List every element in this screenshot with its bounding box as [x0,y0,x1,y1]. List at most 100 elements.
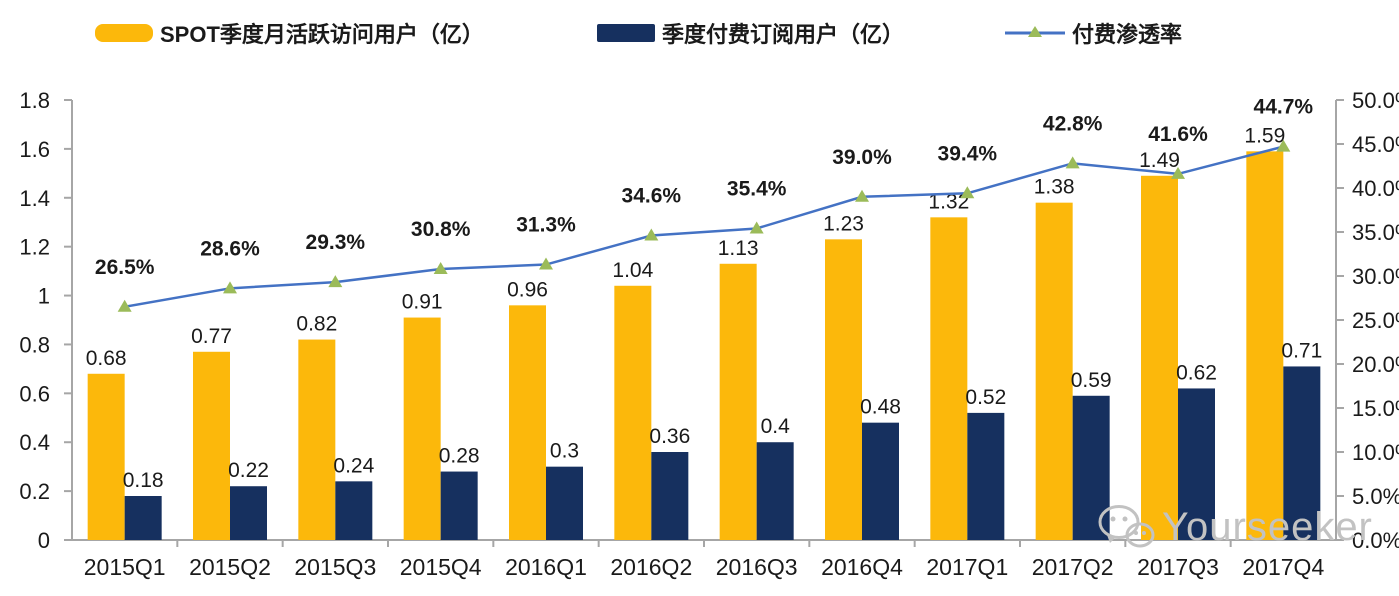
subs-bar-label: 0.22 [228,459,269,482]
subs-bar-label: 0.71 [1281,339,1322,362]
right-axis-tick-label: 20.0% [1352,352,1399,377]
mau-bar-label: 0.68 [86,347,127,370]
mau-legend-swatch [95,24,153,42]
penetration-point [539,257,553,270]
right-axis-tick-label: 35.0% [1352,220,1399,245]
line-marker-legend-icon [1005,26,1065,37]
watermark-text: Yourseeker [1162,504,1373,549]
right-axis-tick-label: 15.0% [1352,396,1399,421]
mau-bar-label: 1.49 [1139,149,1180,172]
penetration-point [433,261,448,274]
penetration-point [117,299,132,312]
x-axis-label: 2016Q4 [821,554,903,580]
legend-item-penetration: 付费渗透率 [1005,18,1182,48]
left-axis-tick-label: 0.6 [19,381,50,406]
subs-bar-label: 0.59 [1071,369,1112,392]
penetration-label: 42.8% [1043,112,1103,135]
right-axis-tick-label: 45.0% [1352,132,1399,157]
penetration-label: 41.6% [1148,123,1208,146]
penetration-legend-label: 付费渗透率 [1072,22,1183,47]
mau-bar [930,217,968,541]
penetration-label: 44.7% [1254,96,1314,119]
mau-bar [719,263,757,540]
right-axis-tick-label: 50.0% [1352,88,1399,113]
mau-bar-label: 0.96 [507,278,548,301]
x-axis-label: 2015Q3 [294,554,376,580]
mau-bar [614,285,652,540]
legend-item-mau: SPOT季度月活跃访问用户（亿） [95,18,484,48]
right-axis-tick-label: 0.0% [1352,528,1399,553]
mau-bar [87,373,125,540]
left-axis-tick-label: 1.2 [19,235,50,260]
mau-bar-label: 0.91 [402,291,443,314]
right-axis-tick-label: 5.0% [1352,484,1399,509]
left-axis-tick-label: 1 [38,284,50,309]
x-axis-label: 2017Q1 [926,554,1008,580]
penetration-label: 30.8% [411,218,471,241]
legend-item-subs: 季度付费订阅用户（亿） [597,18,904,48]
subs-bar-label: 0.62 [1176,361,1217,384]
x-axis-label: 2016Q1 [505,554,587,580]
penetration-label: 28.6% [200,237,260,260]
mau-bar-label: 0.82 [296,313,337,336]
mau-bar-label: 1.13 [718,237,759,260]
mau-bar [1035,202,1073,540]
subs-bar-label: 0.3 [550,440,579,463]
mau-bar [1246,151,1284,541]
subs-bar-label: 0.48 [860,396,901,419]
subs-bar [546,466,583,540]
mau-bar [298,339,336,540]
subs-bar-label: 0.36 [649,425,690,448]
subs-bar [440,471,478,540]
mau-legend-label: SPOT季度月活跃访问用户（亿） [160,22,484,47]
x-axis-label: 2015Q1 [84,554,166,580]
subs-legend-swatch [597,24,655,42]
penetration-label: 34.6% [622,185,682,208]
left-axis-tick-label: 0.8 [19,332,50,357]
mau-bar-label: 1.04 [612,259,653,282]
penetration-label: 39.0% [832,146,892,169]
subs-bar-label: 0.28 [439,445,480,468]
penetration-label: 39.4% [938,142,998,165]
x-axis-label: 2016Q3 [716,554,798,580]
subs-bar [1072,395,1110,540]
x-axis-label: 2017Q2 [1032,554,1114,580]
penetration-label: 35.4% [727,177,787,200]
mau-bar [825,239,862,541]
watermark: Yourseeker [1096,503,1373,551]
penetration-point [960,186,975,199]
x-axis-label: 2017Q3 [1137,554,1219,580]
subs-bar-label: 0.24 [333,454,374,477]
mau-bar [509,305,546,540]
penetration-point [749,221,764,234]
subs-bar [124,496,162,540]
left-axis-tick-label: 1.6 [19,137,50,162]
penetration-point [328,275,343,288]
subs-bar-label: 0.18 [123,469,164,492]
subs-bar [862,422,899,540]
penetration-label: 26.5% [95,256,155,279]
subs-bar [1283,366,1321,540]
wechat-icon [1098,505,1155,548]
penetration-point [644,228,659,241]
left-axis-tick-label: 0.4 [19,430,50,455]
left-axis-tick-label: 0.2 [19,479,50,504]
mau-bar [1141,175,1178,540]
right-axis-tick-label: 40.0% [1352,176,1399,201]
penetration-line [124,145,1284,309]
right-axis-tick-label: 25.0% [1352,308,1399,333]
subs-bar [1178,388,1215,540]
x-axis-label: 2016Q2 [610,554,692,580]
right-axis-tick-label: 30.0% [1352,264,1399,289]
mau-bar-label: 1.23 [823,212,864,235]
mau-bar [193,351,230,540]
right-axis-tick-label: 10.0% [1352,440,1399,465]
left-axis-tick-label: 1.8 [19,88,50,113]
subs-bar [756,442,794,540]
subs-bar [230,486,267,540]
mau-bar-label: 0.77 [191,325,232,348]
penetration-label: 31.3% [516,214,576,237]
mau-bar-label: 1.38 [1034,176,1075,199]
